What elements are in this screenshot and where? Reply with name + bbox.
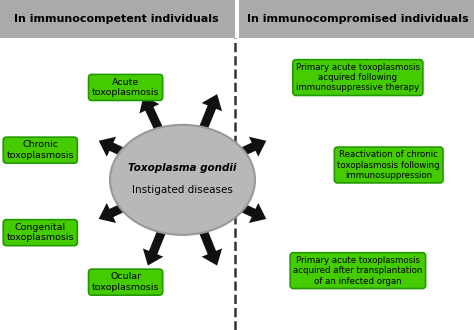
Text: Reactivation of chronic
toxoplasmosis following
immunosuppression: Reactivation of chronic toxoplasmosis fo… (337, 150, 440, 180)
Text: Congenital
toxoplasmosis: Congenital toxoplasmosis (7, 223, 74, 242)
Text: Acute
toxoplasmosis: Acute toxoplasmosis (92, 78, 159, 97)
Text: In immunocompetent individuals: In immunocompetent individuals (14, 14, 219, 24)
Text: Ocular
toxoplasmosis: Ocular toxoplasmosis (92, 273, 159, 292)
Bar (0, 0, 235, 38)
FancyArrow shape (199, 94, 222, 131)
Text: Toxoplasma gondii: Toxoplasma gondii (128, 163, 237, 173)
Text: Primary acute toxoplasmosis
acquired following
immunosuppressive therapy: Primary acute toxoplasmosis acquired fol… (296, 63, 420, 92)
Text: Chronic
toxoplasmosis: Chronic toxoplasmosis (7, 141, 74, 160)
FancyArrow shape (199, 229, 222, 266)
FancyArrow shape (143, 229, 166, 266)
Text: In immunocompromised individuals: In immunocompromised individuals (247, 14, 469, 24)
Ellipse shape (110, 125, 255, 235)
Text: Instigated diseases: Instigated diseases (132, 185, 233, 195)
FancyArrow shape (230, 137, 266, 161)
FancyArrow shape (230, 199, 266, 223)
FancyArrow shape (99, 137, 135, 161)
Bar (239, 0, 474, 38)
FancyArrow shape (139, 96, 164, 132)
Text: Primary acute toxoplasmosis
acquired after transplantation
of an infected organ: Primary acute toxoplasmosis acquired aft… (293, 256, 422, 285)
FancyArrow shape (99, 199, 135, 223)
